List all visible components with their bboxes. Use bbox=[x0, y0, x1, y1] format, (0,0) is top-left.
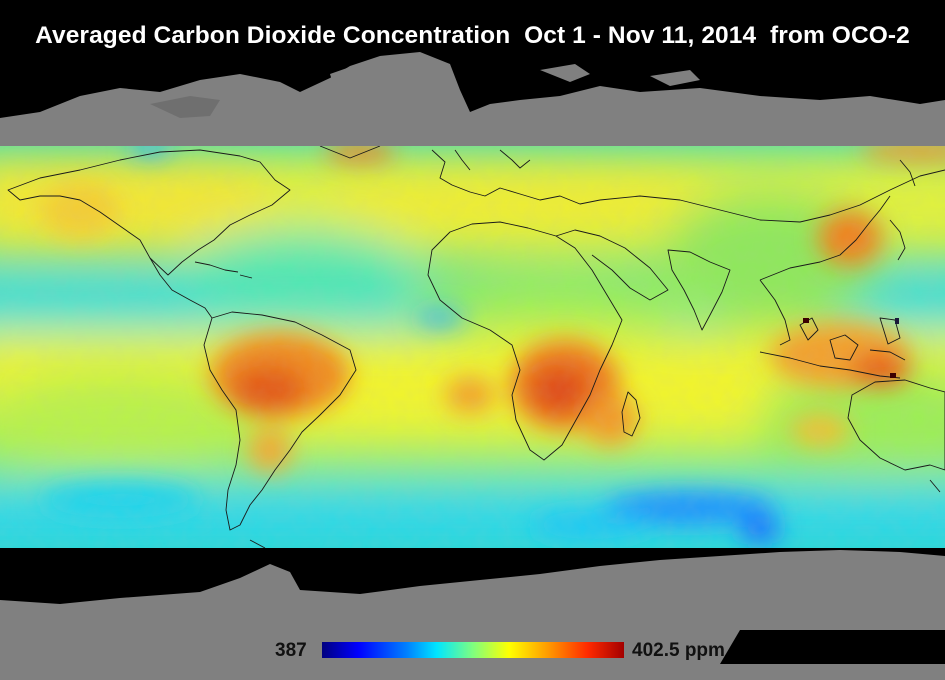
coastlines bbox=[7, 146, 945, 548]
legend-min-label: 387 bbox=[275, 640, 307, 661]
map-title: Averaged Carbon Dioxide Concentration Oc… bbox=[35, 22, 910, 49]
arctic-land-no-data bbox=[0, 52, 945, 146]
antarctica-land-no-data bbox=[0, 550, 945, 680]
colorbar bbox=[322, 642, 624, 658]
legend-max-label: 402.5 ppm bbox=[632, 640, 725, 661]
no-data-markers bbox=[803, 318, 899, 378]
co2-concentration-field bbox=[0, 146, 945, 548]
